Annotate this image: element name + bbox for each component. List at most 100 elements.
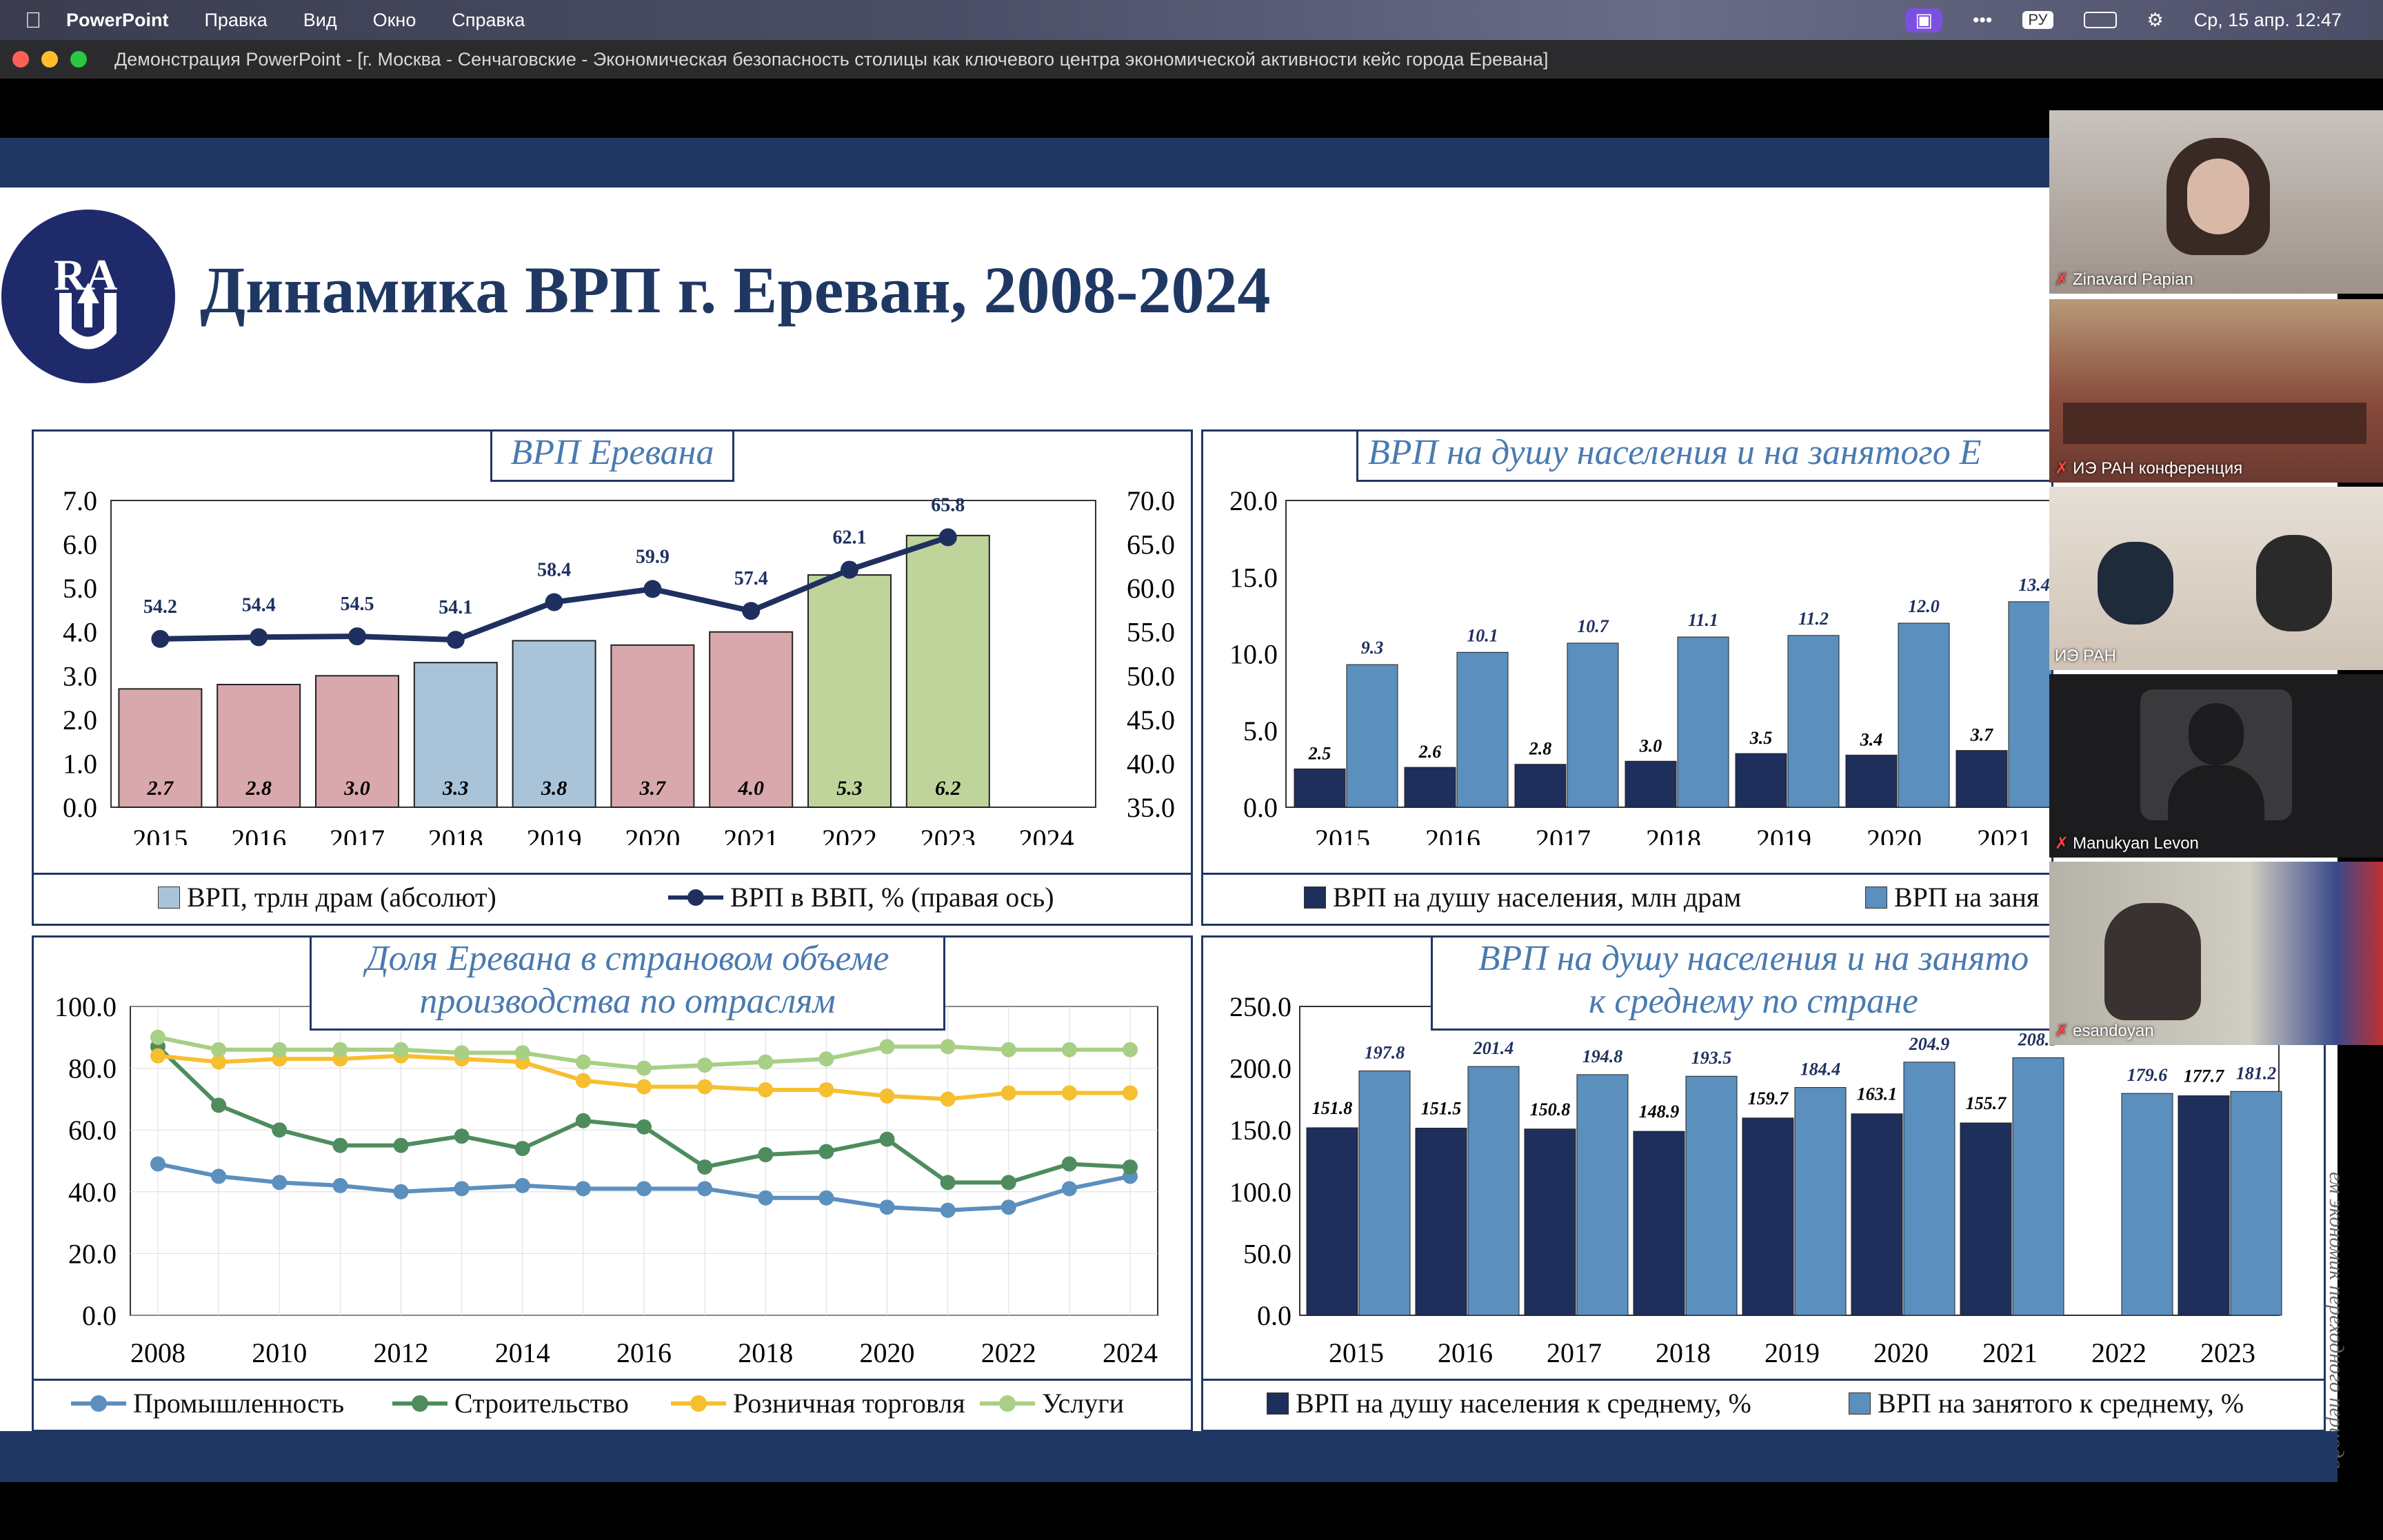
bar-data-label: 5.3 (836, 777, 863, 800)
line-point (250, 628, 268, 647)
participant-tile[interactable]: ✗ ИЭ РАН конференция (2049, 299, 2383, 483)
line-point (636, 1119, 652, 1135)
status-area: ▣ ••• РУ ⚙ Ср, 15 апр. 12:47 (1905, 0, 2342, 40)
line-point (643, 580, 662, 598)
bar (1633, 1131, 1685, 1316)
line-point (818, 1051, 834, 1067)
line-point (1123, 1085, 1138, 1101)
bar (1955, 750, 2008, 808)
bar (1898, 622, 1950, 808)
avatar (2104, 903, 2201, 1020)
line-point (697, 1057, 713, 1073)
bar (1514, 764, 1567, 808)
bar-data-label: 3.3 (442, 777, 469, 800)
line-point (879, 1039, 895, 1055)
line-point (272, 1175, 288, 1191)
line-point (545, 593, 563, 611)
legend-ratio-employed: ВРП на занятого к среднему, % (1849, 1387, 2244, 1419)
control-center-icon[interactable]: ⚙ (2146, 9, 2164, 30)
line-point (446, 631, 465, 649)
screen-share-icon[interactable]: ▣ (1905, 8, 1942, 32)
x-tick-label: 2010 (252, 1337, 307, 1368)
y-tick-label: 1.0 (63, 748, 97, 779)
line-point (575, 1113, 591, 1128)
line-point (332, 1177, 348, 1193)
participant-tile[interactable]: ИЭ РАН (2049, 487, 2383, 670)
x-tick-label: 2016 (616, 1337, 672, 1368)
line-point (150, 1156, 165, 1172)
bar-data-label: 151.8 (1312, 1098, 1353, 1118)
bar (1456, 651, 1509, 808)
participant-tile[interactable]: ✗ Zinavard Papian (2049, 110, 2383, 294)
bar-data-label: 159.7 (1748, 1088, 1789, 1108)
x-tick-label: 2023 (921, 824, 976, 845)
menu-window[interactable]: Окно (356, 9, 416, 30)
participant-name: ИЭ РАН конференция (2073, 459, 2243, 478)
x-tick-label: 2019 (1756, 824, 1811, 845)
line-point (454, 1181, 470, 1197)
bar (1467, 1066, 1520, 1316)
legend-swatch-retail (671, 1395, 726, 1412)
legend-retail: Розничная торговля (671, 1387, 965, 1419)
y-tick-label: 4.0 (63, 617, 97, 648)
bar-data-label: 204.9 (1909, 1034, 1950, 1054)
bar (2178, 1095, 2230, 1316)
line-point (151, 629, 170, 648)
bar (1960, 1122, 2012, 1316)
menu-edit[interactable]: Правка (188, 9, 268, 30)
line-point (575, 1073, 591, 1088)
y-tick-label: 50.0 (1243, 1238, 1291, 1269)
bar (1851, 1113, 1903, 1316)
panel-ratio-to-average: 0.0 50.0 100.0 150.0 200.0 250.0 2015 151.8 197.… (1201, 935, 2326, 1432)
line-point (697, 1079, 713, 1095)
line-point (575, 1054, 591, 1070)
line-point (393, 1184, 409, 1199)
x-tick-label: 2019 (1764, 1337, 1820, 1368)
y-tick-label: 7.0 (63, 485, 97, 516)
line-point (514, 1177, 530, 1193)
menu-app-name[interactable]: PowerPoint (50, 9, 169, 30)
y-tick-label: 150.0 (1229, 1115, 1291, 1146)
line-point (758, 1190, 774, 1206)
apple-icon[interactable]:  (25, 8, 41, 33)
participant-tile[interactable]: ✗ Manukyan Levon (2049, 674, 2383, 858)
x-tick-label: 2018 (428, 824, 483, 845)
panel-title-sector: Доля Еревана в страновом объеме производ… (310, 935, 945, 1031)
chart-ratio-to-average: 0.0 50.0 100.0 150.0 200.0 250.0 2015 151.8 197.… (1229, 991, 2282, 1368)
close-window-icon[interactable] (12, 51, 29, 68)
legend-swatch-ratio-dark (1267, 1392, 1289, 1415)
legend-swatch-construction (392, 1395, 448, 1412)
more-icon[interactable]: ••• (1972, 9, 1993, 30)
menu-view[interactable]: Вид (286, 9, 337, 30)
x-tick-label: 2022 (981, 1337, 1036, 1368)
bar (1576, 1074, 1629, 1316)
line-point (938, 528, 957, 547)
x-tick-label: 2020 (625, 824, 680, 845)
bar-data-label: 11.1 (1688, 610, 1718, 630)
y-tick-label: 250.0 (1229, 991, 1291, 1022)
minimize-window-icon[interactable] (41, 51, 58, 68)
line-data-label: 65.8 (931, 494, 965, 516)
bar (1404, 767, 1456, 808)
input-language[interactable]: РУ (2022, 11, 2053, 29)
line-point (150, 1029, 165, 1045)
zoom-window-icon[interactable] (70, 51, 87, 68)
x-tick-label: 2024 (1103, 1337, 1158, 1368)
bar (1903, 1062, 1955, 1316)
legend-grp-abs: ВРП, трлн драм (абсолют) (158, 881, 496, 913)
participant-tile[interactable]: ✗ esandoyan (2049, 862, 2383, 1045)
battery-icon[interactable] (2083, 12, 2117, 28)
bar (1346, 664, 1398, 808)
participant-name: ИЭ РАН (2055, 647, 2116, 665)
line-point (636, 1079, 652, 1095)
bar-data-label: 177.7 (2184, 1066, 2225, 1086)
y2-tick-label: 35.0 (1127, 792, 1175, 823)
window-title: Демонстрация PowerPoint - [г. Москва - С… (114, 48, 1549, 70)
clock[interactable]: Ср, 15 апр. 12:47 (2193, 9, 2342, 30)
menu-help[interactable]: Справка (435, 9, 525, 30)
line-point (272, 1042, 288, 1057)
y2-tick-label: 60.0 (1127, 573, 1175, 604)
y-tick-label: 2.0 (63, 705, 97, 736)
x-tick-label: 2008 (130, 1337, 185, 1368)
participant-name: Manukyan Levon (2073, 834, 2199, 853)
